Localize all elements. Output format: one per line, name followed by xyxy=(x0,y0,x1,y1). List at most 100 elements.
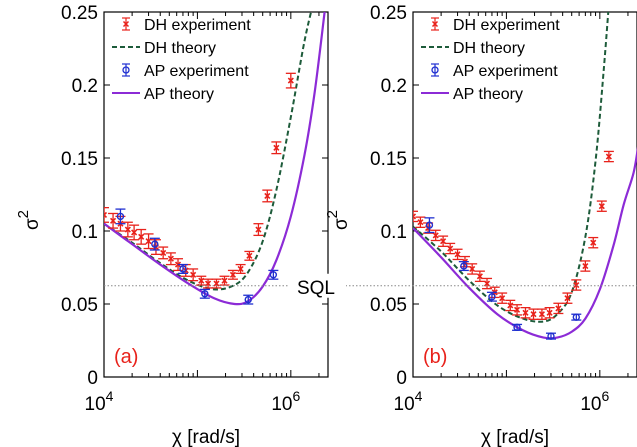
panel-a-xaxis-label: χ [rad/s] xyxy=(172,427,240,447)
panel-b-dh-experiment-point xyxy=(497,292,508,304)
panel-a-ytick-label: 0 xyxy=(87,368,98,389)
panel-b-dh-experiment-point xyxy=(482,277,493,290)
panel-a-dh-experiment-marker xyxy=(104,211,108,219)
panel-b-legend-item: AP theory xyxy=(421,86,523,103)
panel-b-dh-experiment-point xyxy=(413,210,418,223)
panel-a-legend-item: DH experiment xyxy=(122,17,251,34)
panel-a-xtick-exponent: 4 xyxy=(106,388,114,404)
panel-a-plot-area xyxy=(104,12,326,306)
panel-b-xtick-exponent: 4 xyxy=(415,388,423,404)
panel-b-dh-experiment-marker xyxy=(476,273,483,280)
panel-b-dh-experiment-point xyxy=(520,306,531,319)
panel-b-axes-frame xyxy=(412,11,637,378)
panel-b-ap-theory-line xyxy=(413,146,637,340)
panel-a-dh-experiment-point xyxy=(211,278,222,289)
panel-b-legend: DH experiment DH theory AP experiment AP th… xyxy=(421,17,560,103)
panel-b-dh-experiment-marker xyxy=(483,280,491,287)
panel-b-dh-experiment-point xyxy=(536,308,547,320)
panel-a-ap-experiment-marker xyxy=(201,290,209,298)
panel-b-dh-experiment-marker xyxy=(546,309,553,316)
panel-b-dh-experiment-marker xyxy=(538,311,545,318)
panel-a-dh-experiment-marker xyxy=(190,271,197,278)
panel-a-legend-marker xyxy=(122,66,130,74)
panel-b-legend-label: DH theory xyxy=(453,40,525,57)
panel-b-dh-experiment-point xyxy=(415,216,426,229)
panel-b-dh-experiment-marker xyxy=(447,245,454,252)
panel-a-dh-experiment-marker xyxy=(131,229,138,236)
panel-b-dh-experiment-marker xyxy=(507,302,514,309)
panel-a: 0 0.05 0.1 0.15 0.2 0.25 104 106 χ [rad/s] σ2 DH e… xyxy=(15,3,329,447)
panel-a-dh-experiment-marker xyxy=(237,265,244,273)
panel-a-dh-experiment-point xyxy=(158,246,169,260)
panel-b-dh-experiment-marker xyxy=(499,295,506,302)
panel-a-dh-experiment-point xyxy=(227,269,238,280)
panel-b-dh-experiment-point xyxy=(452,248,463,261)
panel-a-ap-experiment-point xyxy=(268,269,279,280)
panel-b-dh-experiment-point xyxy=(528,308,539,320)
panel-b-legend-marker xyxy=(431,66,439,74)
panel-b-ytick-label: 0.05 xyxy=(370,295,407,316)
panel-b-xtick-exponent: 6 xyxy=(601,388,609,404)
panel-a-dh-experiment-point xyxy=(136,228,147,245)
panel-b-ap-experiment-marker xyxy=(425,221,434,229)
panel-a-dh-experiment-marker xyxy=(204,280,212,287)
panel-a-ytick-label: 0.25 xyxy=(61,3,98,24)
panel-a-ap-experiment-marker xyxy=(269,271,278,279)
panel-a-dh-experiment-point xyxy=(165,252,176,266)
panel-b-ap-experiment-point xyxy=(458,261,469,272)
panel-a-legend-label: AP theory xyxy=(144,86,214,103)
panel-b-dh-experiment-point xyxy=(580,260,591,272)
panel-a-dh-theory-line xyxy=(104,12,313,291)
panel-b-dh-experiment-marker xyxy=(413,213,417,220)
panel-a-ap-experiment-marker xyxy=(116,212,125,221)
panel-b-dh-experiment-marker xyxy=(417,219,424,226)
panel-b-xtick-label: 104 xyxy=(394,388,423,415)
panel-a-dh-experiment-marker xyxy=(221,277,228,284)
panel-b-dh-experiment-marker xyxy=(555,305,562,312)
panel-b-ytick-label: 0.2 xyxy=(381,76,407,97)
panel-b-legend-label: AP theory xyxy=(453,86,523,103)
panel-a-yaxis-label: σ2 xyxy=(15,210,43,230)
panel-a-dh-experiment-point xyxy=(219,275,230,286)
panel-b-dh-experiment-point xyxy=(474,270,485,283)
panel-b-dh-experiment-point xyxy=(467,263,478,275)
panel-a-xtick-label: 104 xyxy=(85,388,114,415)
panel-b-dh-experiment-point xyxy=(430,229,441,242)
panel-b-dh-experiment-point xyxy=(596,200,607,212)
panel-a-ap-experiment-point xyxy=(199,288,210,299)
panel-a-ap-experiment-marker xyxy=(244,295,252,304)
panel-b-ap-experiment-point xyxy=(424,217,435,234)
panel-b-ap-experiment-point xyxy=(486,291,497,302)
panel-a-dh-experiment-marker xyxy=(109,217,117,224)
panel-b-dh-experiment-point xyxy=(553,302,564,315)
panel-a-dh-experiment-point xyxy=(285,72,296,89)
panel-b-ap-experiment-marker xyxy=(488,293,496,301)
panel-a-ap-experiment-point xyxy=(243,294,254,305)
panel-b-ytick-label: 0.1 xyxy=(381,222,407,243)
panel-b-legend-label: AP experiment xyxy=(453,63,558,80)
panel-b-dh-experiment-marker xyxy=(582,262,589,270)
panel-a-dh-experiment-marker xyxy=(145,238,152,245)
panel-a-dh-experiment-point xyxy=(196,275,207,286)
panel-a-dh-experiment-point xyxy=(143,233,154,250)
panel-a-dh-experiment-marker xyxy=(273,144,280,151)
panel-a-dh-experiment-point xyxy=(129,224,140,241)
panel-b-ytick-label: 0.25 xyxy=(370,3,407,24)
panel-a-xtick-label: 106 xyxy=(271,388,300,415)
panel-b-ap-experiment-point xyxy=(512,323,523,332)
panel-a-ytick-label: 0.2 xyxy=(72,76,98,97)
panel-b-dh-experiment-marker xyxy=(513,306,521,313)
panel-a-dh-experiment-point xyxy=(235,263,246,274)
panel-b-dh-experiment-marker xyxy=(590,239,597,246)
sql-label: SQL xyxy=(297,278,335,299)
panel-b-dh-experiment-marker xyxy=(432,232,439,239)
panel-a-dh-experiment-marker xyxy=(246,252,253,259)
panel-b-legend-marker xyxy=(431,20,439,28)
panel-a-yaxis-label-exponent: 2 xyxy=(15,210,32,218)
panel-b-dh-experiment-point xyxy=(603,150,614,163)
panel-b-legend-item: AP experiment xyxy=(431,63,558,80)
panel-a-ytick-label: 0.1 xyxy=(72,222,98,243)
panel-a-dh-experiment-point xyxy=(203,278,214,289)
panel-b-dh-experiment-point xyxy=(544,306,555,319)
